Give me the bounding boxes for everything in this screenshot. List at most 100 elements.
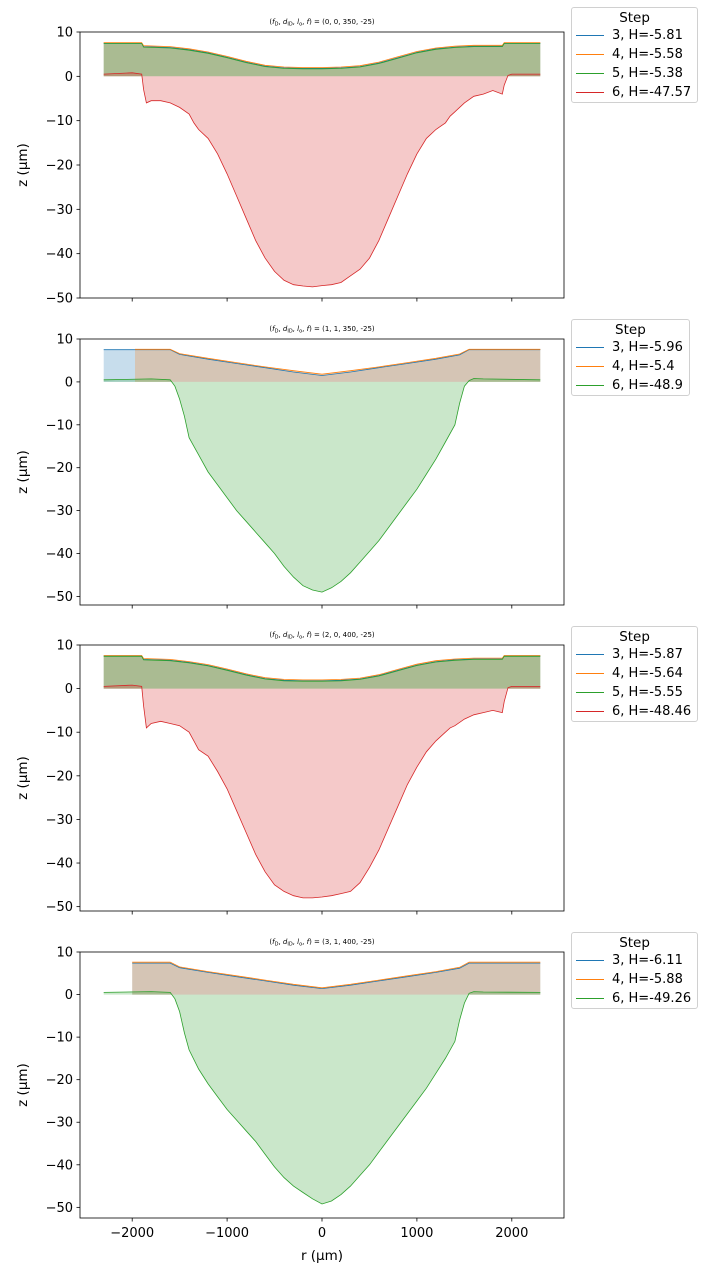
y-tick-label: −50 bbox=[46, 292, 73, 307]
series-line-4 bbox=[103, 684, 541, 899]
series-fill-2 bbox=[132, 962, 541, 995]
y-tick-label: −50 bbox=[46, 900, 73, 915]
legend-1: Step 3, H=-5.81 4, H=-5.58 5, H=-5.38 6, H=-… bbox=[571, 7, 699, 103]
panel-title: (fD, dID, lo, f) = (3, 1, 400, -25) bbox=[269, 938, 375, 948]
legend-item: 3, H=-6.11 bbox=[572, 951, 697, 970]
legend-2: Step 3, H=-5.96 4, H=-5.4 6, H=-48.9 bbox=[571, 319, 690, 396]
series-fill-2 bbox=[103, 655, 541, 689]
y-tick-label: −30 bbox=[46, 1116, 73, 1131]
legend-item: 3, H=-5.87 bbox=[572, 645, 697, 664]
y-tick-label: −50 bbox=[46, 590, 73, 605]
x-axis-label: r (μm) bbox=[301, 1248, 343, 1264]
series-fill-1 bbox=[103, 349, 541, 382]
y-tick-label: 10 bbox=[56, 26, 73, 41]
series-line-2 bbox=[132, 961, 541, 989]
legend-label: 6, H=-48.46 bbox=[612, 704, 692, 719]
series-fill-4 bbox=[103, 685, 541, 898]
series-line-2 bbox=[103, 42, 541, 68]
x-tick-label: −1000 bbox=[205, 1226, 249, 1241]
legend-item: 6, H=-49.26 bbox=[572, 989, 697, 1008]
series-fill-3 bbox=[103, 991, 541, 1204]
x-tick-label: 0 bbox=[318, 1226, 326, 1241]
series-fill-4 bbox=[103, 72, 541, 287]
series-fill-2 bbox=[135, 349, 541, 382]
legend-label: 4, H=-5.88 bbox=[612, 972, 683, 987]
legend-item: 6, H=-48.9 bbox=[572, 376, 689, 395]
y-tick-label: 0 bbox=[65, 375, 73, 390]
legend-swatch bbox=[576, 711, 604, 712]
y-axis-label: z (μm) bbox=[15, 143, 31, 187]
legend-swatch bbox=[576, 347, 604, 348]
legend-label: 4, H=-5.58 bbox=[612, 47, 683, 62]
x-tick-label: 1000 bbox=[400, 1226, 433, 1241]
y-tick-label: −40 bbox=[46, 547, 73, 562]
y-tick-label: 0 bbox=[65, 682, 73, 697]
panel-2: 10 0 −10 −20 −30 −40 −50 (fD, dID, lo, f) = (1,… bbox=[15, 325, 565, 609]
legend-title: Step bbox=[615, 322, 646, 338]
legend-swatch bbox=[576, 54, 604, 55]
legend-label: 6, H=-49.26 bbox=[612, 991, 692, 1006]
y-axis-label: z (μm) bbox=[15, 450, 31, 494]
legend-item: 4, H=-5.58 bbox=[572, 45, 697, 64]
series-line-3 bbox=[103, 378, 541, 593]
legend-swatch bbox=[576, 73, 604, 74]
legend-item: 5, H=-5.38 bbox=[572, 64, 697, 83]
legend-swatch bbox=[576, 960, 604, 961]
series-line-4 bbox=[103, 72, 541, 288]
y-tick-label: −10 bbox=[46, 114, 73, 129]
series-fill-1 bbox=[132, 963, 541, 995]
series-fill-3 bbox=[103, 43, 541, 77]
legend-label: 5, H=-5.38 bbox=[612, 66, 683, 81]
legend-swatch bbox=[576, 692, 604, 693]
y-tick-label: −40 bbox=[46, 1158, 73, 1173]
x-tick-label: −2000 bbox=[110, 1226, 154, 1241]
legend-swatch bbox=[576, 385, 604, 386]
legend-item: 3, H=-5.96 bbox=[572, 338, 689, 357]
legend-label: 3, H=-5.81 bbox=[612, 28, 683, 43]
y-tick-label: 10 bbox=[56, 946, 73, 961]
legend-item: 4, H=-5.88 bbox=[572, 970, 697, 989]
y-tick-label: 10 bbox=[56, 333, 73, 348]
panel-title: (fD, dID, lo, f) = (0, 0, 350, -25) bbox=[269, 18, 375, 28]
y-tick-label: 0 bbox=[65, 70, 73, 85]
y-tick-label: −20 bbox=[46, 769, 73, 784]
legend-swatch bbox=[576, 654, 604, 655]
legend-item: 6, H=-48.46 bbox=[572, 702, 697, 721]
y-tick-label: −40 bbox=[46, 857, 73, 872]
legend-swatch bbox=[576, 35, 604, 36]
y-axis-label: z (μm) bbox=[15, 756, 31, 800]
legend-label: 3, H=-5.96 bbox=[612, 340, 683, 355]
series-line-2 bbox=[103, 655, 541, 681]
series-line-3 bbox=[103, 655, 541, 682]
panel-title: (fD, dID, lo, f) = (2, 0, 400, -25) bbox=[269, 631, 375, 641]
legend-title: Step bbox=[619, 935, 650, 951]
legend-item: 4, H=-5.4 bbox=[572, 357, 689, 376]
y-tick-label: −30 bbox=[46, 203, 73, 218]
legend-label: 3, H=-5.87 bbox=[612, 647, 683, 662]
x-tick-label: 2000 bbox=[495, 1226, 528, 1241]
y-tick-label: −10 bbox=[46, 1031, 73, 1046]
y-tick-label: 10 bbox=[56, 639, 73, 654]
series-line-1 bbox=[132, 962, 541, 990]
y-tick-label: −20 bbox=[46, 461, 73, 476]
series-line-3 bbox=[103, 43, 541, 70]
legend-label: 4, H=-5.64 bbox=[612, 666, 683, 681]
y-tick-label: −30 bbox=[46, 504, 73, 519]
series-fill-3 bbox=[103, 656, 541, 689]
series-line-3 bbox=[103, 991, 541, 1205]
legend-3: Step 3, H=-5.87 4, H=-5.64 5, H=-5.55 6, H=-… bbox=[571, 626, 699, 722]
legend-label: 5, H=-5.55 bbox=[612, 685, 683, 700]
panel-4: 10 0 −10 −20 −30 −40 −50 −2000 −1000 0 1000 2000 (fD… bbox=[15, 938, 565, 1264]
panel-1: 10 0 −10 −20 −30 −40 −50 (fD, dID, lo, f) = (0,… bbox=[15, 18, 565, 307]
legend-label: 4, H=-5.4 bbox=[612, 359, 675, 374]
legend-label: 6, H=-47.57 bbox=[612, 85, 692, 100]
legend-swatch bbox=[576, 673, 604, 674]
y-tick-label: −40 bbox=[46, 247, 73, 262]
legend-label: 3, H=-6.11 bbox=[612, 953, 683, 968]
y-tick-label: −20 bbox=[46, 1073, 73, 1088]
series-fill-1 bbox=[103, 655, 541, 689]
legend-item: 3, H=-5.81 bbox=[572, 26, 697, 45]
y-axis-label: z (μm) bbox=[15, 1063, 31, 1107]
legend-swatch bbox=[576, 979, 604, 980]
panel-title: (fD, dID, lo, f) = (1, 1, 350, -25) bbox=[269, 325, 375, 335]
